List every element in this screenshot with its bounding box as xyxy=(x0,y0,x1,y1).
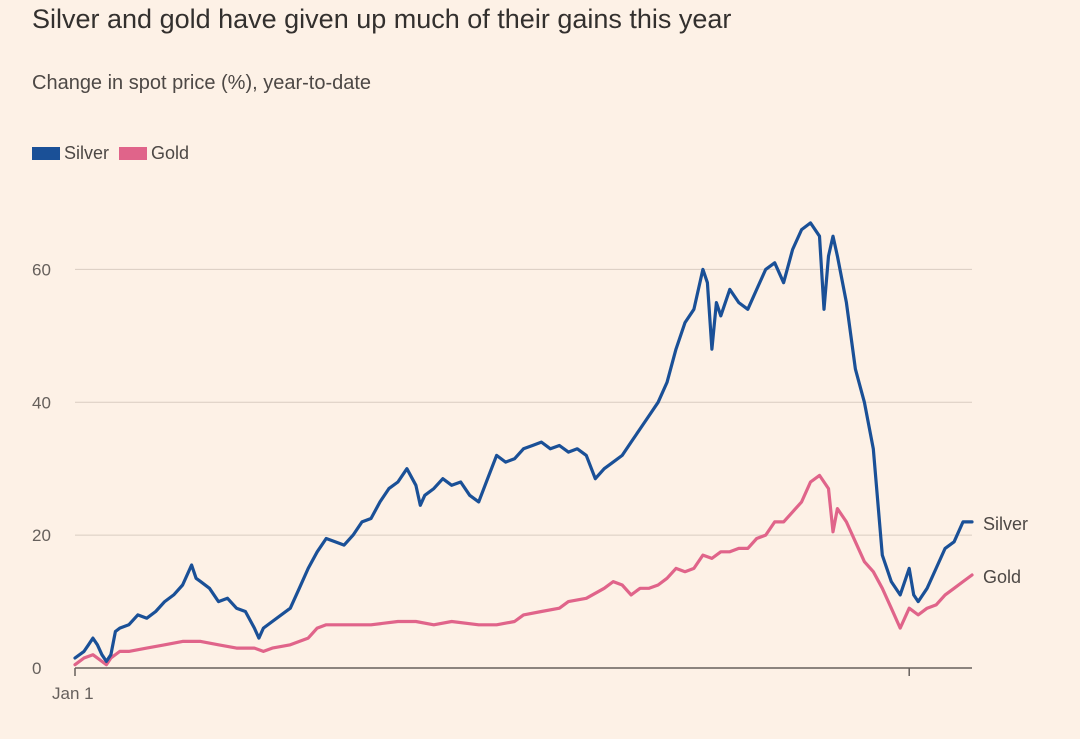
legend-item-gold: Gold xyxy=(119,143,189,164)
series-end-label-silver: Silver xyxy=(983,514,1028,534)
series-line-gold xyxy=(73,473,974,667)
legend: Silver Gold xyxy=(32,143,193,164)
y-tick-label-0: 0 xyxy=(32,659,41,678)
chart-subtitle: Change in spot price (%), year-to-date xyxy=(32,72,372,94)
series-end-label-gold: Gold xyxy=(983,567,1021,587)
chart-title: Silver and gold have given up much of th… xyxy=(32,4,732,34)
legend-swatch-silver xyxy=(32,147,60,160)
y-tick-label-40: 40 xyxy=(32,393,51,412)
legend-item-silver: Silver xyxy=(32,143,109,164)
legend-label-silver: Silver xyxy=(64,143,110,163)
y-tick-label-60: 60 xyxy=(32,260,51,279)
series-line-silver xyxy=(73,221,974,663)
x-tick-label-0: Jan 1 xyxy=(52,684,94,703)
y-tick-label-20: 20 xyxy=(32,526,51,545)
legend-label-gold: Gold xyxy=(151,143,190,163)
legend-swatch-gold xyxy=(119,147,148,160)
